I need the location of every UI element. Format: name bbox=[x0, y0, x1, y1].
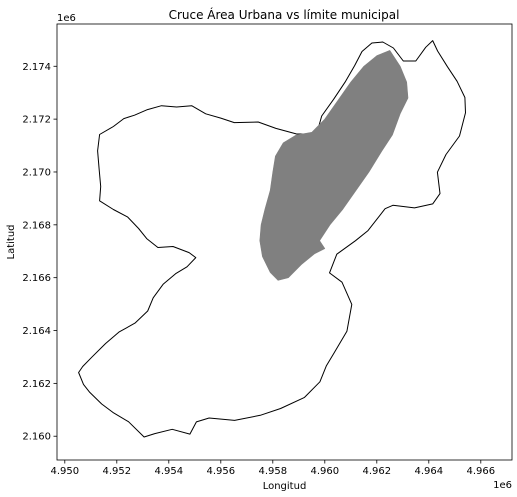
x-axis-label: Longitud bbox=[263, 481, 307, 492]
x-tick-label: 4.950 bbox=[50, 466, 79, 477]
x-tick-label: 4.958 bbox=[258, 466, 287, 477]
y-tick-label: 2.168 bbox=[22, 220, 51, 231]
x-axis: 4.950 4.952 4.954 4.956 4.958 4.960 4.962 4.964… bbox=[50, 460, 495, 477]
x-tick-label: 4.952 bbox=[102, 466, 131, 477]
x-offset-label: 1e6 bbox=[493, 480, 512, 491]
x-tick-label: 4.954 bbox=[154, 466, 183, 477]
y-tick-label: 2.164 bbox=[22, 326, 51, 337]
chart-title: Cruce Área Urbana vs límite municipal bbox=[169, 7, 400, 22]
y-tick-label: 2.162 bbox=[22, 379, 51, 390]
x-tick-label: 4.960 bbox=[310, 466, 339, 477]
plot-frame bbox=[56, 23, 513, 461]
y-tick-label: 2.166 bbox=[22, 273, 51, 284]
y-axis: 2.160 2.162 2.164 2.166 2.168 2.170 2.172 2.174 bbox=[22, 62, 57, 443]
y-offset-label: 1e6 bbox=[57, 13, 76, 24]
y-tick-label: 2.172 bbox=[22, 115, 51, 126]
y-tick-label: 2.170 bbox=[22, 167, 51, 178]
urban-area bbox=[259, 50, 409, 281]
x-tick-label: 4.962 bbox=[362, 466, 391, 477]
y-tick-label: 2.174 bbox=[22, 62, 51, 73]
x-tick-label: 4.966 bbox=[466, 466, 495, 477]
x-tick-label: 4.956 bbox=[206, 466, 235, 477]
y-axis-label: Latitud bbox=[6, 224, 17, 259]
x-tick-label: 4.964 bbox=[414, 466, 443, 477]
y-tick-label: 2.160 bbox=[22, 432, 51, 443]
municipal-boundary bbox=[78, 40, 466, 438]
map-layers bbox=[78, 40, 466, 438]
